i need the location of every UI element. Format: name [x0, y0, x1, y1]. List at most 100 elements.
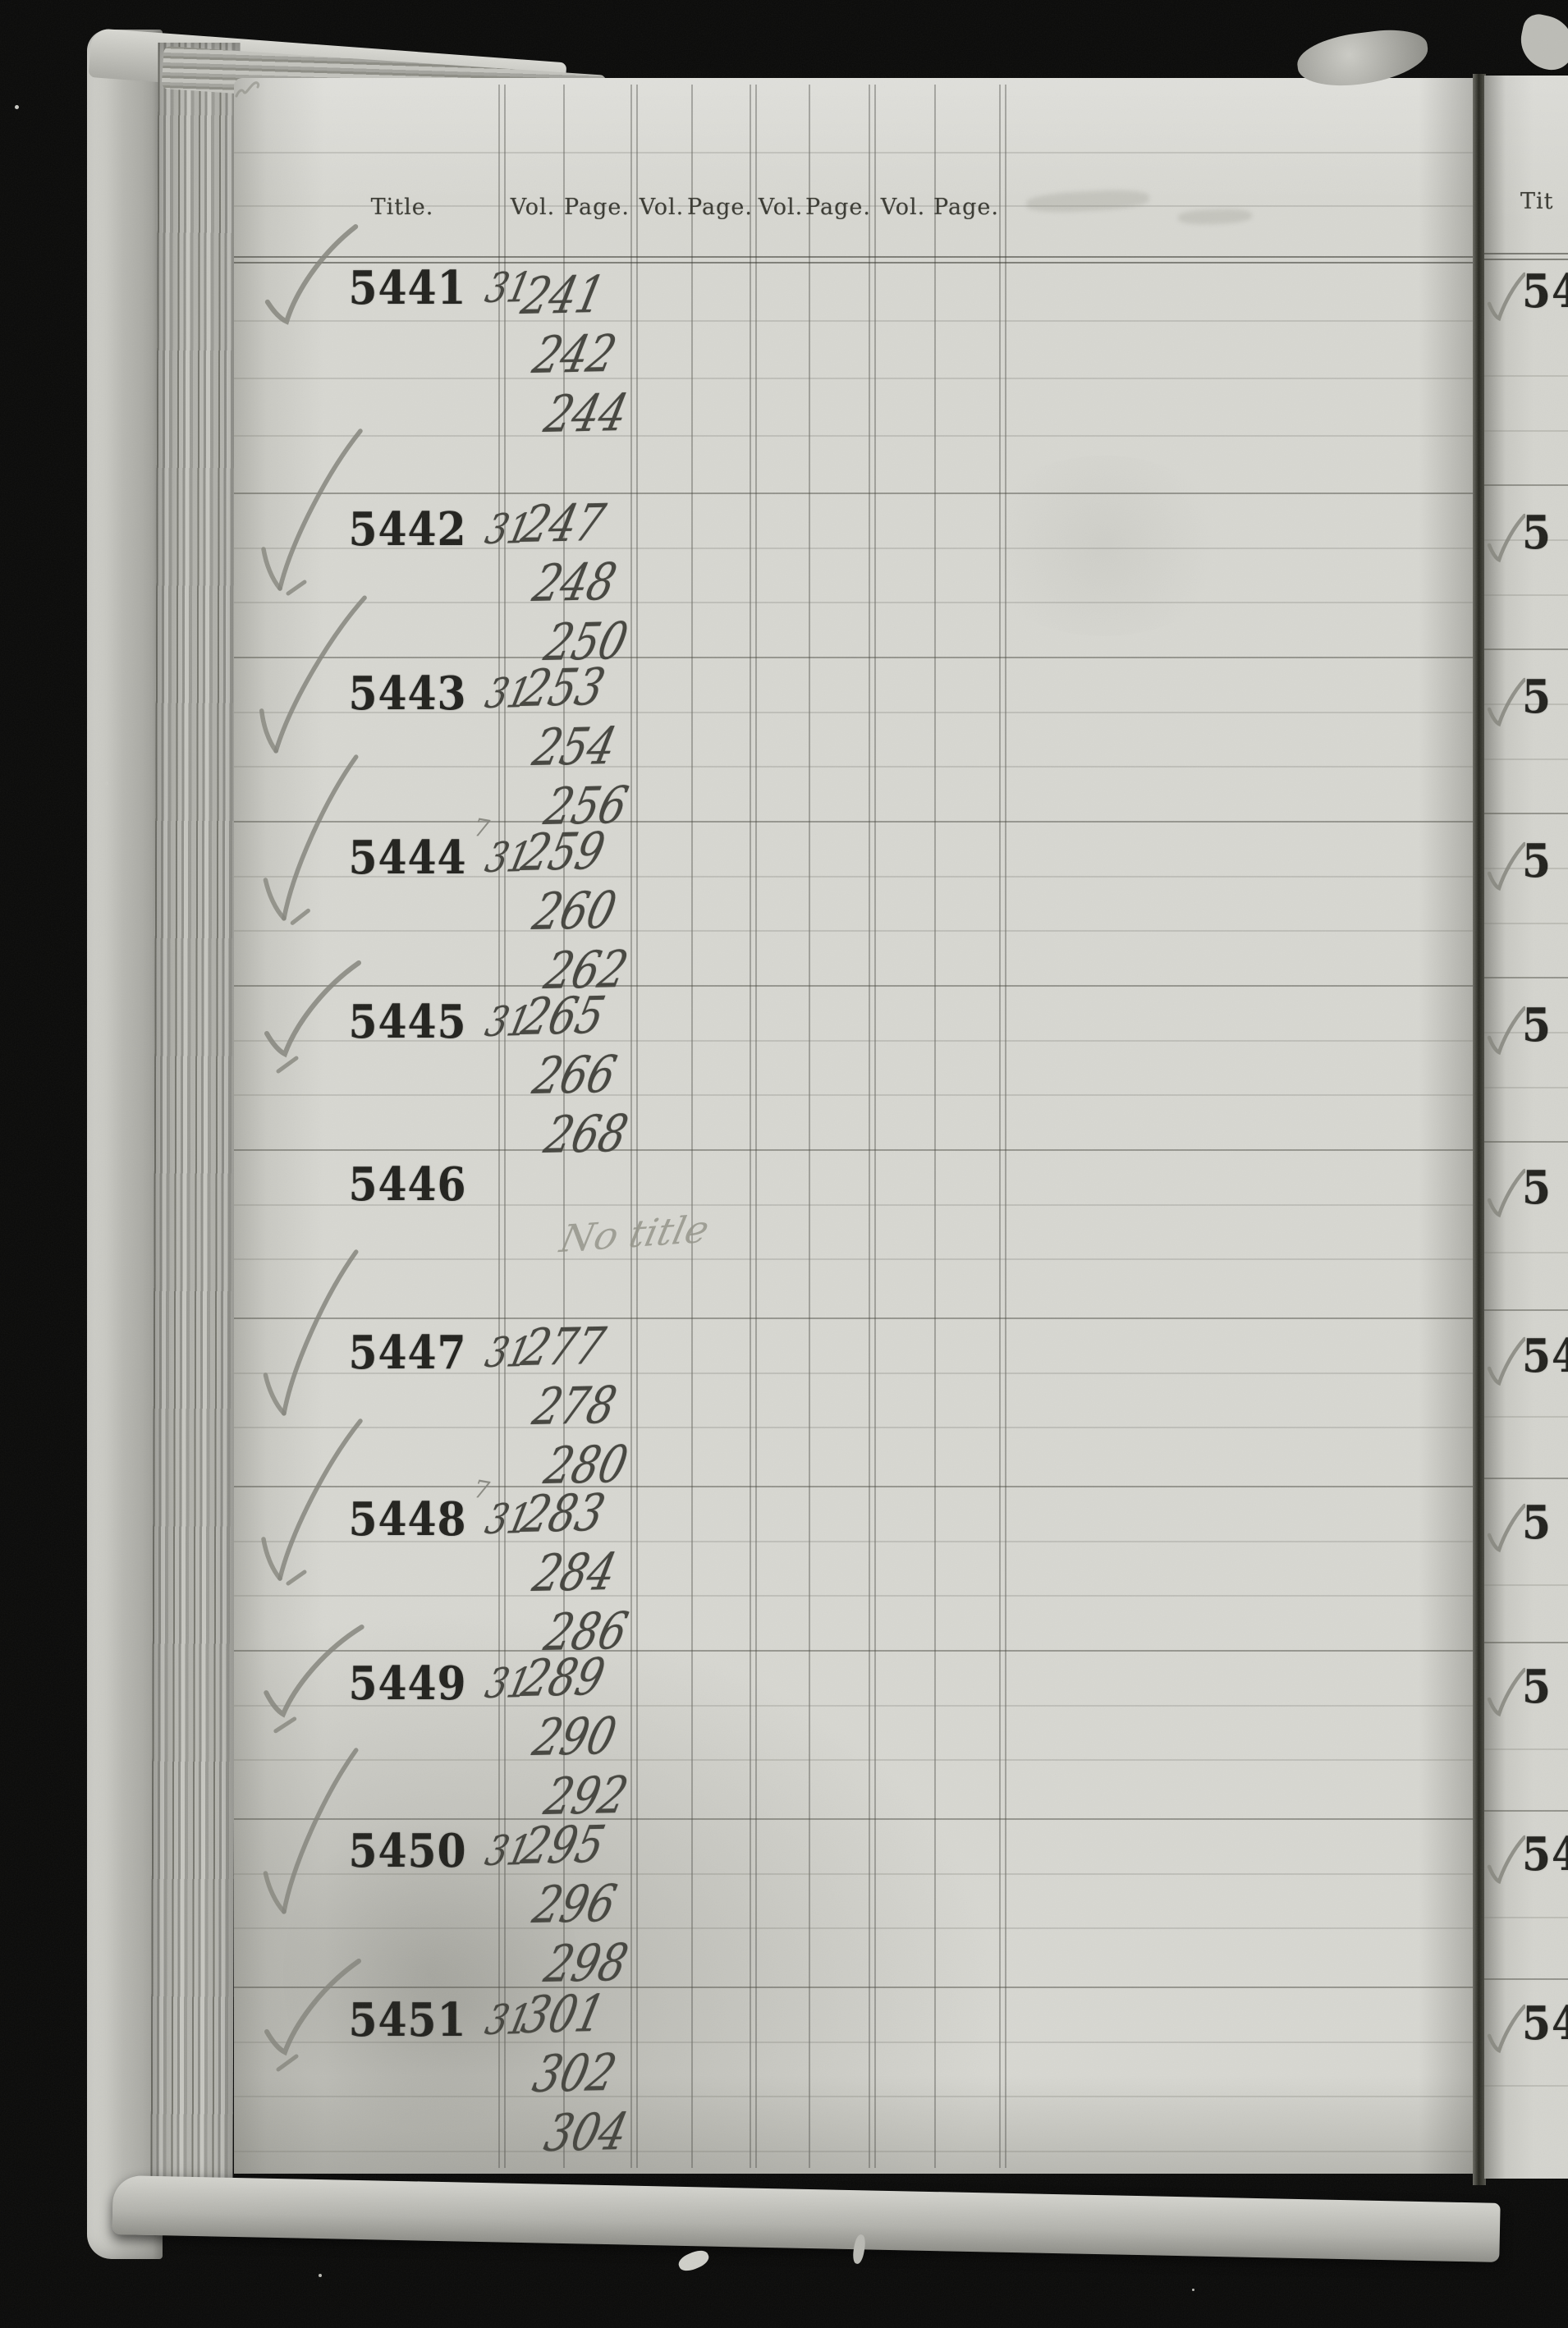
page-value: 298 [539, 1932, 634, 1994]
pencil-squiggle-mark [234, 78, 262, 103]
title-number: 5441 [348, 261, 467, 315]
row-rule-separator [234, 1486, 1476, 1487]
page-value: 242 [527, 323, 622, 385]
column-rule-vertical-double [636, 85, 638, 2168]
paper-speck [1192, 2289, 1194, 2291]
row-rule-faint [1484, 1252, 1568, 1253]
left-page: Title. Vol. Vol. Vol. Vol. Page. Page. Page. Pag… [234, 78, 1476, 2174]
column-header-page: Page. [805, 195, 871, 220]
header-rule-double [1484, 259, 1568, 260]
checkmark-pencil-icon [1484, 676, 1527, 732]
title-number-partial: 5 [1522, 1660, 1552, 1714]
page-value: 304 [539, 2101, 634, 2163]
page-value: 260 [527, 879, 622, 942]
title-number-partial: 54 [1522, 1329, 1568, 1383]
row-rule-faint [234, 766, 1476, 768]
column-header-title-partial: Tit [1520, 189, 1554, 214]
title-number: 5449 [348, 1657, 467, 1711]
title-number: 5446 [348, 1157, 467, 1212]
checkmark-pencil-icon [1484, 271, 1527, 327]
page-value: 290 [527, 1705, 622, 1767]
row-rule-faint [1484, 2085, 1568, 2087]
page-value: 259 [516, 820, 611, 882]
page-value: 295 [516, 1813, 611, 1876]
title-number: 5445 [348, 995, 467, 1049]
page-value: 265 [516, 984, 611, 1047]
page-value: 284 [527, 1541, 622, 1603]
title-number: 5444 [348, 831, 467, 885]
page-value: 254 [527, 715, 622, 777]
paper-debris [676, 2247, 712, 2275]
row-rule-separator [1484, 1978, 1568, 1980]
row-rule-separator [1484, 1309, 1568, 1311]
row-rule-faint [234, 378, 1476, 379]
title-number-partial: 5 [1522, 998, 1552, 1052]
page-value: 247 [516, 492, 611, 554]
checkmark-pencil-icon [1484, 841, 1527, 896]
row-rule-faint [234, 2151, 1476, 2152]
page-value: 278 [527, 1374, 622, 1437]
column-header-page: Page. [687, 195, 753, 220]
paper-speck [15, 105, 19, 109]
row-rule-faint [234, 602, 1476, 603]
header-rule-double [234, 256, 1476, 258]
title-number: 5448 [348, 1492, 467, 1547]
row-rule-separator [1484, 484, 1568, 486]
title-number: 5450 [348, 1824, 467, 1878]
pencil-note: No title [556, 1206, 713, 1262]
book-cover-bottom-edge [112, 2175, 1501, 2262]
row-rule-faint [234, 1595, 1476, 1597]
row-rule-faint [1484, 1748, 1568, 1750]
checkmark-pencil-icon [1484, 2003, 1527, 2059]
row-rule-separator [234, 493, 1476, 494]
column-header-title: Title. [370, 195, 434, 220]
row-rule-faint [234, 1094, 1476, 1096]
title-number: 5447 [348, 1326, 467, 1380]
row-rule-faint [1484, 1416, 1568, 1418]
row-rule-faint [1484, 375, 1568, 377]
paper-speck [319, 2274, 322, 2277]
page-value: 268 [539, 1102, 634, 1165]
checkmark-pencil-icon [1484, 1005, 1527, 1061]
page-stack-edges [150, 42, 241, 2188]
column-rule-vertical-double [630, 85, 632, 2168]
row-rule-separator [1484, 813, 1568, 814]
row-rule-faint [234, 930, 1476, 932]
row-rule-faint [234, 1927, 1476, 1929]
title-number-partial: 5 [1522, 670, 1552, 724]
title-number-partial: 5 [1522, 506, 1552, 560]
row-rule-separator [234, 1818, 1476, 1820]
row-rule-separator [234, 1650, 1476, 1652]
page-value: 289 [516, 1646, 611, 1708]
row-rule-separator [234, 657, 1476, 658]
row-rule-faint [234, 320, 1476, 322]
row-rule-faint [1484, 1087, 1568, 1088]
row-rule-faint [1484, 430, 1568, 432]
column-rule-vertical-double [1005, 85, 1006, 2168]
page-value: 283 [516, 1482, 611, 1544]
column-rule-vertical-double [750, 85, 751, 2168]
row-rule-faint [234, 1759, 1476, 1761]
page-value: 296 [527, 1872, 622, 1935]
row-rule-faint [234, 152, 1476, 154]
column-rule-vertical [934, 85, 936, 2168]
checkmark-pencil-icon [1484, 1834, 1527, 1890]
title-number-partial: 54 [1522, 264, 1568, 318]
row-rule-faint [234, 1258, 1476, 1260]
column-rule-vertical-double [869, 85, 870, 2168]
row-rule-faint [1484, 923, 1568, 924]
column-rule-vertical-double [874, 85, 876, 2168]
row-rule-faint [234, 435, 1476, 437]
column-rule-vertical-double [755, 85, 757, 2168]
row-rule-faint [1484, 758, 1568, 760]
title-number-partial: 5 [1522, 1496, 1552, 1550]
column-header-page: Page. [933, 195, 999, 220]
title-number-partial: 54 [1522, 1827, 1568, 1881]
page-value: 248 [527, 551, 622, 613]
row-rule-faint [1484, 594, 1568, 596]
title-number: 5443 [348, 667, 467, 721]
page-value: 266 [527, 1043, 622, 1106]
title-number-partial: 5 [1522, 834, 1552, 888]
row-rule-separator [234, 1149, 1476, 1151]
row-rule-faint [234, 2096, 1476, 2097]
